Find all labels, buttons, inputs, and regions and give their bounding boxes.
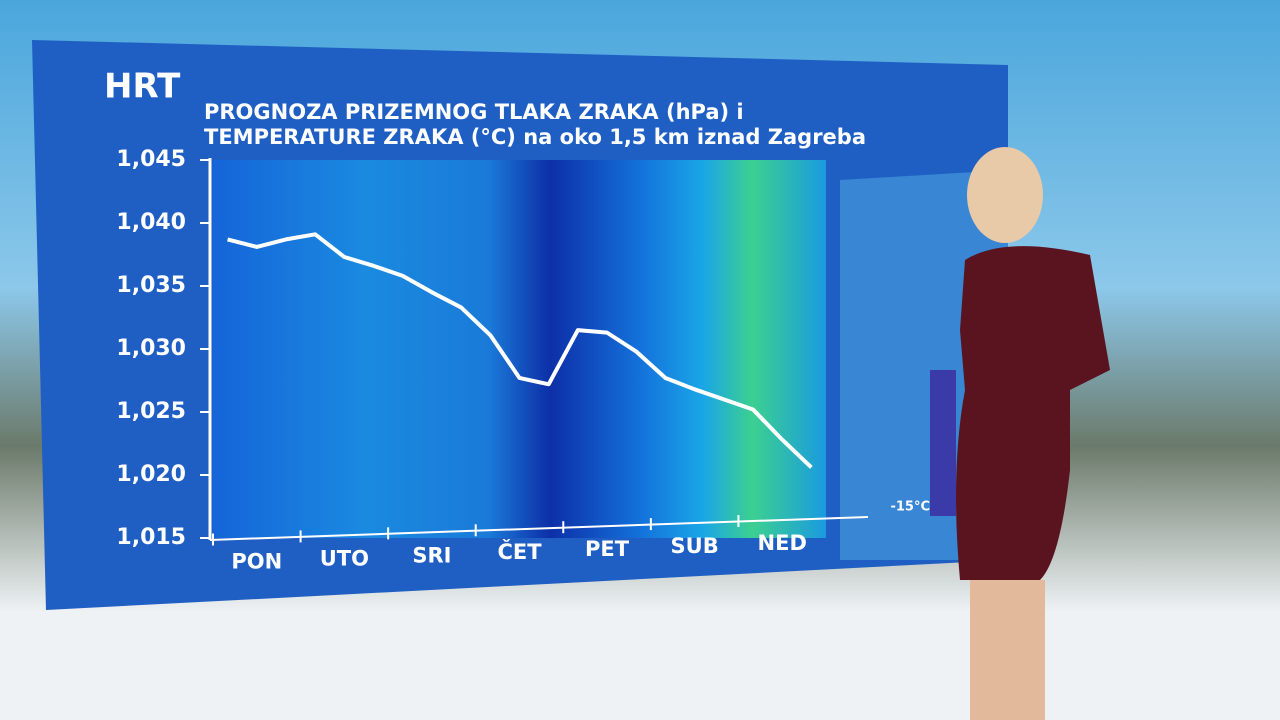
x-tick-label: SRI — [412, 543, 451, 567]
x-tick-label: UTO — [320, 546, 369, 570]
x-axis — [209, 516, 869, 541]
x-tick-label: SUB — [671, 534, 719, 558]
logo: HRT — [104, 67, 181, 107]
presenter-body — [956, 246, 1110, 580]
presenter-head — [967, 147, 1043, 243]
y-tick-label: 1,045 — [116, 147, 186, 172]
line — [227, 232, 813, 469]
y-tick-label: 1,015 — [116, 525, 186, 550]
color-scale-label: -15°C — [890, 500, 930, 515]
y-tick-label: 1,035 — [116, 273, 186, 298]
y-tick-label: 1,030 — [116, 336, 186, 361]
plot-background — [213, 160, 826, 538]
y-tick-label: 1,020 — [116, 462, 186, 487]
color-scale — [930, 370, 956, 516]
presenter-legs — [970, 580, 1045, 720]
chart-title: PROGNOZA PRIZEMNOG TLAKA ZRAKA (hPa) i T… — [204, 100, 866, 149]
y-tick-label: 1,025 — [116, 399, 186, 424]
x-tick-label: PON — [231, 549, 282, 573]
x-tick-label: ČET — [497, 539, 542, 564]
x-tick-label: NED — [758, 531, 807, 555]
y-tick-label: 1,040 — [116, 210, 186, 235]
x-tick-label: PET — [585, 537, 630, 561]
